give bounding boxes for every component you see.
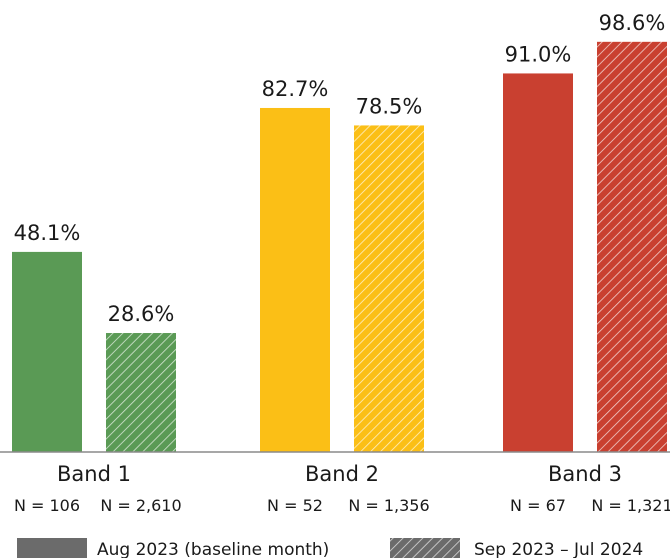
value-label-band-2-series-2: 78.5% <box>356 94 423 118</box>
bars-layer <box>12 41 667 452</box>
category-label-band-2: Band 2 <box>305 462 379 486</box>
value-label-band-2-series-1: 82.7% <box>262 77 329 101</box>
sample-size-band-3-series-2: N = 1,321 <box>591 496 670 515</box>
labels-layer: 48.1% N = 106 28.6% N = 2,610 Band 1 82.7% N =… <box>14 11 670 515</box>
value-label-band-1-series-2: 28.6% <box>108 302 175 326</box>
value-label-band-1-series-1: 48.1% <box>14 221 81 245</box>
sample-size-band-1-series-1: N = 106 <box>14 496 80 515</box>
value-label-band-3-series-1: 91.0% <box>505 42 572 66</box>
sample-size-band-2-series-1: N = 52 <box>267 496 323 515</box>
legend-label-series-2: Sep 2023 – Jul 2024 <box>474 540 643 558</box>
bar-band-3-series-1 <box>503 73 573 452</box>
bar-band-3-series-2 <box>597 41 667 452</box>
sample-size-band-2-series-2: N = 1,356 <box>348 496 429 515</box>
bar-band-1-series-2 <box>106 333 176 452</box>
category-label-band-3: Band 3 <box>548 462 622 486</box>
legend-swatch-series-1 <box>17 538 87 558</box>
value-label-band-3-series-2: 98.6% <box>599 11 666 35</box>
bar-band-2-series-2 <box>354 125 424 452</box>
bar-band-2-series-1 <box>260 107 330 452</box>
sample-size-band-3-series-1: N = 67 <box>510 496 566 515</box>
legend: Aug 2023 (baseline month) Sep 2023 – Jul … <box>17 538 643 558</box>
legend-label-series-1: Aug 2023 (baseline month) <box>97 540 329 558</box>
sample-size-band-1-series-2: N = 2,610 <box>100 496 181 515</box>
bar-band-1-series-1 <box>12 251 82 452</box>
category-label-band-1: Band 1 <box>57 462 131 486</box>
legend-swatch-series-2 <box>390 538 460 558</box>
